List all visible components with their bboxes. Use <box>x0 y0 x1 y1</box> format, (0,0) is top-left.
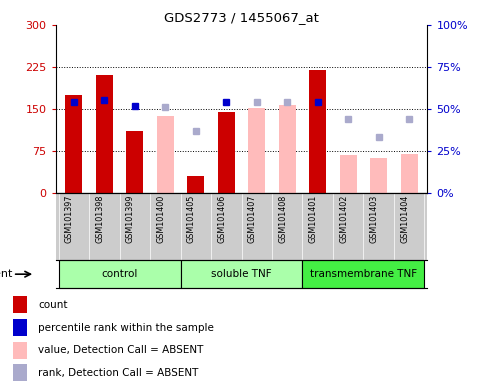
Bar <box>14 342 27 359</box>
Bar <box>58 260 181 288</box>
Text: GSM101402: GSM101402 <box>339 194 348 243</box>
Bar <box>14 319 27 336</box>
Text: GSM101405: GSM101405 <box>187 194 196 243</box>
Text: GSM101400: GSM101400 <box>156 194 165 243</box>
Text: agent: agent <box>0 269 13 279</box>
Bar <box>248 108 265 193</box>
Bar <box>96 75 113 193</box>
Text: transmembrane TNF: transmembrane TNF <box>310 269 417 279</box>
Text: rank, Detection Call = ABSENT: rank, Detection Call = ABSENT <box>38 367 199 378</box>
Text: GSM101398: GSM101398 <box>95 194 104 243</box>
Text: soluble TNF: soluble TNF <box>211 269 272 279</box>
Bar <box>181 260 302 288</box>
Bar <box>340 155 356 193</box>
Bar <box>279 105 296 193</box>
Bar <box>14 364 27 381</box>
Bar <box>302 260 425 288</box>
Text: GSM101403: GSM101403 <box>369 194 379 243</box>
Bar <box>14 296 27 313</box>
Text: GSM101404: GSM101404 <box>400 194 409 243</box>
Text: GSM101407: GSM101407 <box>248 194 257 243</box>
Text: count: count <box>38 300 68 310</box>
Title: GDS2773 / 1455067_at: GDS2773 / 1455067_at <box>164 11 319 24</box>
Text: GSM101406: GSM101406 <box>217 194 226 243</box>
Bar <box>370 158 387 193</box>
Text: percentile rank within the sample: percentile rank within the sample <box>38 323 214 333</box>
Bar <box>157 116 174 193</box>
Bar <box>66 95 82 193</box>
Text: GSM101397: GSM101397 <box>65 194 74 243</box>
Bar <box>401 154 417 193</box>
Text: control: control <box>101 269 138 279</box>
Text: GSM101399: GSM101399 <box>126 194 135 243</box>
Text: GSM101408: GSM101408 <box>278 194 287 243</box>
Bar <box>187 176 204 193</box>
Bar <box>309 70 326 193</box>
Bar <box>127 131 143 193</box>
Text: value, Detection Call = ABSENT: value, Detection Call = ABSENT <box>38 345 204 355</box>
Text: GSM101401: GSM101401 <box>309 194 318 243</box>
Bar <box>218 112 235 193</box>
